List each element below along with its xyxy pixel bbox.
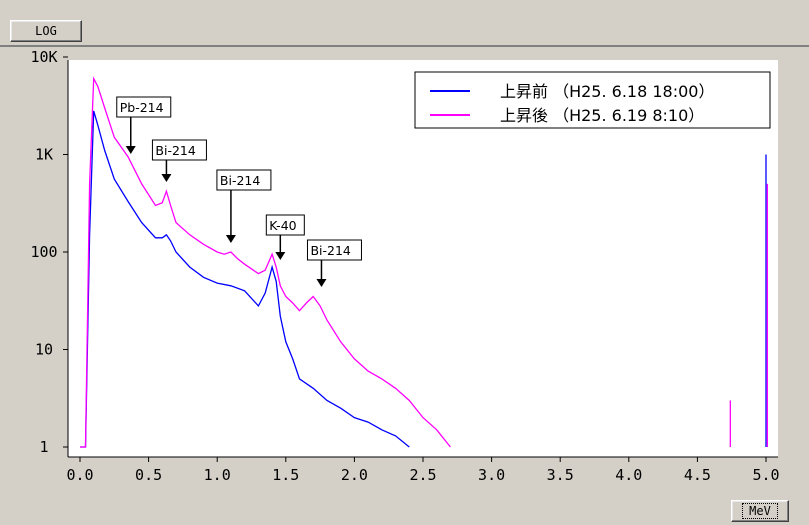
log-button-label: LOG [35,24,57,38]
unit-button-label: MeV [742,503,778,519]
annotation-arrowhead-0 [125,146,136,154]
annotation-label-3: K-40 [269,218,296,233]
annotation-box-1 [151,139,207,161]
plot-panel: 0.0 0.5 1.0 1.5 2.0 2.5 3.0 3.5 4.0 4.5 5.0 1 10 100 1… [0,45,809,525]
axis-layer: 0.0 0.5 1.0 1.5 2.0 2.5 3.0 3.5 4.0 4.5 5.0 1 10 100 1… [30,48,779,484]
annotation-label-2: Bi-214 [220,173,260,188]
x-tick-label-7: 3.5 [547,466,574,484]
annotation-layer: Pb-214 Bi-214 Bi-214 K-40 Bi-214 [116,96,362,287]
y-tick-label-3: 1K [35,146,53,164]
annotation-arrowhead-2 [225,235,236,243]
spectrum-chart: 0.0 0.5 1.0 1.5 2.0 2.5 3.0 3.5 4.0 4.5 5.0 1 10 100 1… [30,48,779,484]
x-tick-label-9: 4.5 [684,466,711,484]
x-tick-label-1: 0.5 [135,466,162,484]
annotation-label-4: Bi-214 [310,243,350,258]
x-tick-label-3: 1.5 [272,466,299,484]
annotation-box-2 [216,169,272,191]
y-tick-label-4: 10K [30,48,57,66]
series-line-0 [80,110,410,448]
annotation-label-0: Pb-214 [120,100,164,115]
legend-label-before: 上昇前 （H25. 6.18 18:00） [500,82,714,101]
x-tick-label-4: 2.0 [341,466,368,484]
x-tick-label-5: 2.5 [409,466,436,484]
y-tick-label-2: 100 [30,243,57,261]
annotation-label-1: Bi-214 [155,143,195,158]
x-tick-label-0: 0.0 [66,466,93,484]
series-line-1 [80,76,451,448]
unit-mev-button[interactable]: MeV [731,500,789,522]
series-layer [80,76,769,448]
y-tick-label-1: 10 [35,341,53,359]
x-tick-label-6: 3.0 [478,466,505,484]
legend-label-after: 上昇後 （H25. 6.19 8:10） [500,106,704,125]
annotation-arrowhead-3 [275,252,286,260]
x-tick-label-8: 4.0 [615,466,642,484]
x-tick-label-10: 5.0 [752,466,779,484]
log-scale-button[interactable]: LOG [10,20,82,42]
x-tick-label-2: 1.0 [204,466,231,484]
annotation-arrowhead-4 [316,279,327,287]
legend: 上昇前 （H25. 6.18 18:00） 上昇後 （H25. 6.19 8:1… [414,71,771,129]
annotation-box-3 [265,214,305,236]
y-tick-label-0: 1 [39,438,48,456]
annotation-arrowhead-1 [161,174,172,182]
legend-box [414,71,771,129]
annotation-box-0 [116,96,172,118]
annotation-box-4 [306,239,362,261]
